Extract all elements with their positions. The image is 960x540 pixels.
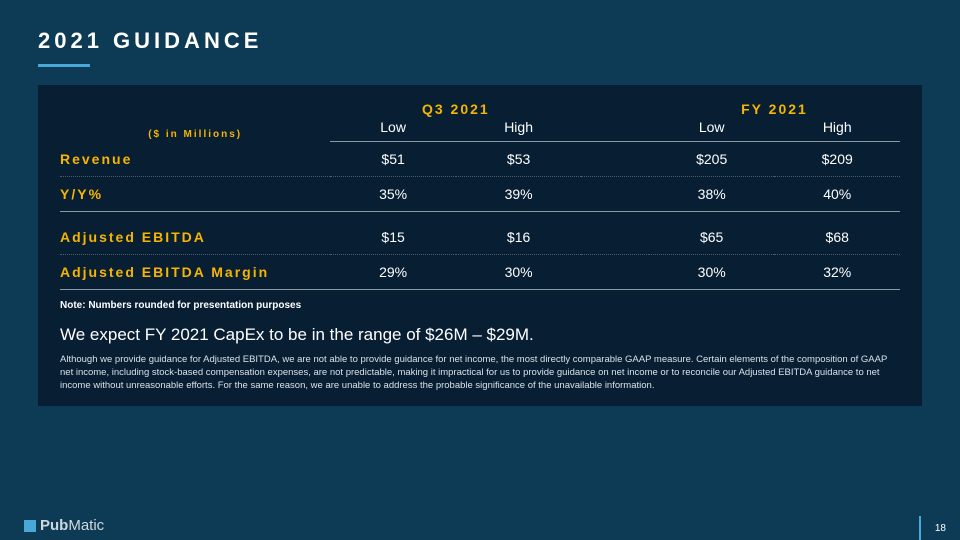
logo-text: PubMatic xyxy=(40,517,104,534)
slide-title: 2021 GUIDANCE xyxy=(38,28,922,54)
sub-header: Low xyxy=(330,119,456,142)
cell: 30% xyxy=(456,254,582,289)
cell: $68 xyxy=(774,220,900,255)
cell: $16 xyxy=(456,220,582,255)
accent-bar xyxy=(919,516,921,540)
row-label: Revenue xyxy=(60,142,330,177)
page-number: 18 xyxy=(935,523,946,534)
table-row: Adjusted EBITDA Margin29%30%30%32% xyxy=(60,254,900,289)
slide: 2021 GUIDANCE ($ in Millions) Q3 2021 FY… xyxy=(0,0,960,540)
logo-bold: Pub xyxy=(40,517,68,534)
cell: 30% xyxy=(649,254,775,289)
guidance-table: ($ in Millions) Q3 2021 FY 2021 Low High… xyxy=(60,101,900,290)
table-row: Adjusted EBITDA$15$16 $65$68 xyxy=(60,220,900,255)
logo-light: Matic xyxy=(68,517,104,534)
row-label: Adjusted EBITDA Margin xyxy=(60,254,330,289)
cell: $205 xyxy=(649,142,775,177)
capex-text: We expect FY 2021 CapEx to be in the ran… xyxy=(60,325,900,345)
logo-square-icon xyxy=(24,520,36,532)
cell: 38% xyxy=(649,177,775,212)
content-panel: ($ in Millions) Q3 2021 FY 2021 Low High… xyxy=(38,85,922,406)
cell: 40% xyxy=(774,177,900,212)
cell: 32% xyxy=(774,254,900,289)
row-label: Adjusted EBITDA xyxy=(60,220,330,255)
group-header-fy: FY 2021 xyxy=(649,101,900,119)
title-underline xyxy=(38,64,90,67)
group-header-q3: Q3 2021 xyxy=(330,101,581,119)
group-header-row: ($ in Millions) Q3 2021 FY 2021 xyxy=(60,101,900,119)
sub-header: High xyxy=(456,119,582,142)
cell: $65 xyxy=(649,220,775,255)
cell: $209 xyxy=(774,142,900,177)
cell: 35% xyxy=(330,177,456,212)
footer: PubMatic 18 xyxy=(0,512,960,540)
units-label: ($ in Millions) xyxy=(60,101,330,142)
row-label: Y/Y% xyxy=(60,177,330,212)
cell: 39% xyxy=(456,177,582,212)
sub-header: Low xyxy=(649,119,775,142)
cell: $51 xyxy=(330,142,456,177)
page-number-block: 18 xyxy=(919,516,960,540)
cell: 29% xyxy=(330,254,456,289)
logo: PubMatic xyxy=(24,517,104,534)
cell: $15 xyxy=(330,220,456,255)
cell: $53 xyxy=(456,142,582,177)
note-text: Note: Numbers rounded for presentation p… xyxy=(60,300,900,311)
table-row: Revenue$51$53 $205$209 xyxy=(60,142,900,177)
table-row: Y/Y%35%39% 38%40% xyxy=(60,177,900,212)
sub-header: High xyxy=(774,119,900,142)
disclaimer-text: Although we provide guidance for Adjuste… xyxy=(60,353,900,393)
